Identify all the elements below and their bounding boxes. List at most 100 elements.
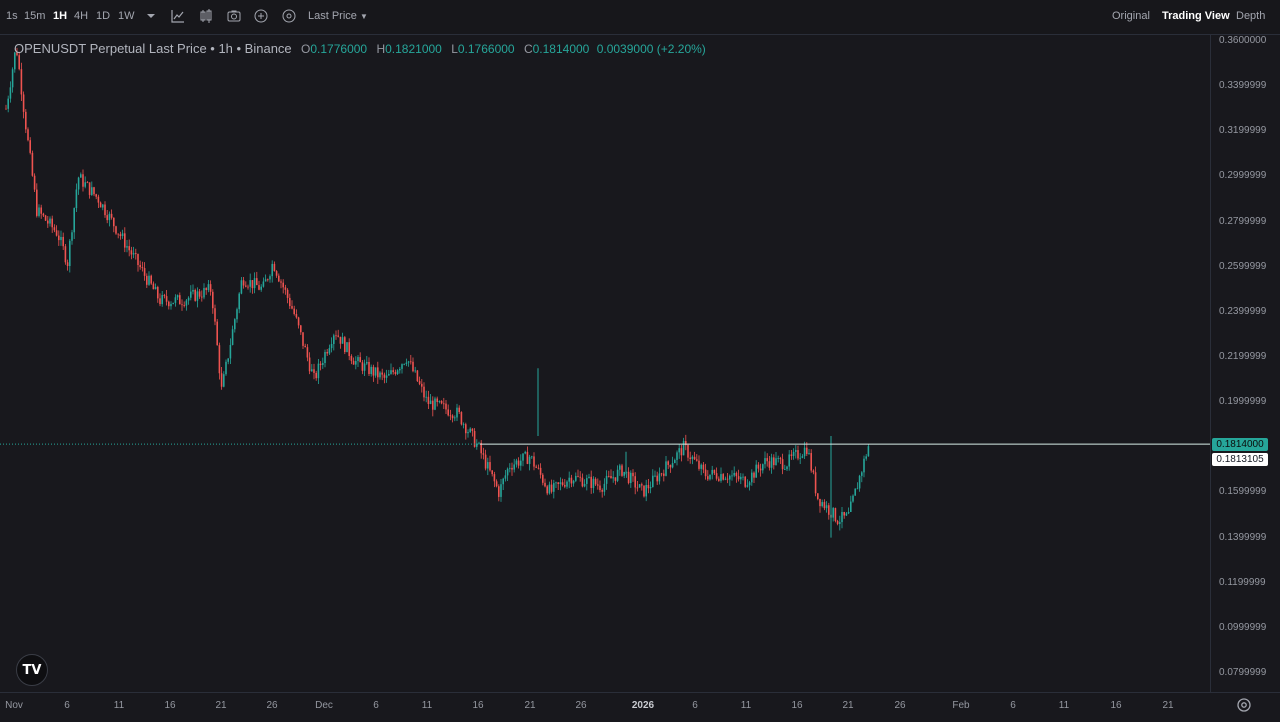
time-tick: Nov [5, 700, 23, 711]
candle-body [7, 98, 9, 109]
candle-body [867, 446, 870, 457]
candle-body [729, 475, 731, 480]
candle-body [207, 284, 210, 291]
settings-circle-icon[interactable] [281, 8, 297, 24]
candle-body [863, 458, 865, 473]
candle-body [493, 474, 496, 482]
candle-body [850, 501, 852, 512]
candle-body [381, 372, 383, 375]
candle-body [423, 386, 425, 398]
view-depth-tab[interactable]: Depth [1236, 10, 1266, 22]
candle-body [852, 495, 854, 502]
candle-body [799, 457, 801, 459]
plus-circle-icon[interactable] [253, 8, 269, 24]
candle-body [744, 476, 746, 487]
interval-15m[interactable]: 15m [24, 10, 46, 22]
interval-1d[interactable]: 1D [96, 10, 111, 22]
candle-body [865, 456, 867, 459]
candle-body [99, 202, 102, 208]
view-tradingview-tab[interactable]: Trading View [1162, 10, 1230, 22]
candle-body [267, 279, 269, 281]
interval-1w[interactable]: 1W [118, 10, 135, 22]
time-axis[interactable]: Nov 6 11 16 21 26 Dec 6 11 16 21 26 2026 6 11 16 21 26 Feb… [0, 692, 1280, 722]
candle-body [592, 478, 595, 488]
candle-body [36, 189, 38, 216]
candle-body [506, 468, 509, 476]
candle-body [603, 483, 606, 492]
time-tick: 16 [791, 700, 803, 711]
candle-body [71, 232, 73, 241]
candle-body [135, 253, 137, 254]
candle-body [392, 370, 394, 373]
price-type-chevron-icon: ▼ [359, 12, 368, 21]
chevron-down-icon[interactable] [143, 8, 159, 24]
candle-body [781, 459, 784, 470]
candle-body [647, 484, 650, 489]
candle-body [333, 335, 335, 344]
candle-body [115, 226, 117, 234]
view-original-tab[interactable]: Original [1112, 10, 1150, 22]
candle-body [542, 474, 544, 483]
candle-body [75, 189, 78, 209]
candle-body [141, 267, 144, 269]
chart-settings-icon[interactable] [1236, 697, 1252, 713]
price-tick: 0.0999999 [1219, 621, 1267, 633]
candle-body [157, 287, 159, 299]
candle-body [280, 281, 282, 283]
interval-1h[interactable]: 1H [53, 10, 68, 22]
candle-body [678, 448, 680, 453]
candle-body [245, 285, 247, 287]
candle-body [770, 457, 773, 468]
candle-body [627, 471, 630, 484]
candle-body [368, 361, 370, 375]
chart-canvas[interactable] [0, 35, 1210, 692]
candle-body [498, 486, 500, 497]
candle-body [700, 464, 702, 469]
candle-body [337, 335, 339, 337]
interval-4h[interactable]: 4H [74, 10, 89, 22]
time-tick: 26 [575, 700, 587, 711]
candle-body [786, 466, 788, 470]
candle-body [689, 457, 691, 459]
candle-body [788, 454, 790, 467]
candle-body [693, 456, 696, 460]
candle-body [676, 452, 678, 460]
mark-price-label: 0.1813105 [1212, 453, 1268, 466]
candle-body [165, 296, 168, 302]
indicators-icon[interactable] [170, 8, 186, 24]
chart-style-icon[interactable] [198, 8, 214, 24]
symbol-title: OPENUSDT Perpetual Last Price • 1h • Bin… [14, 41, 292, 56]
tradingview-logo[interactable]: TV [16, 654, 48, 686]
candle-body [225, 361, 227, 375]
candle-body [132, 253, 135, 255]
candle-body [806, 447, 808, 454]
candle-body [185, 300, 188, 306]
candle-body [291, 306, 293, 309]
candle-body [11, 69, 14, 88]
time-tick: 11 [1058, 700, 1070, 711]
candle-body [456, 407, 458, 418]
candle-body [304, 345, 306, 348]
candle-body [557, 482, 559, 485]
price-type-select[interactable]: Last Price ▼ [308, 10, 368, 22]
time-tick: 16 [164, 700, 176, 711]
price-tick: 0.1999999 [1219, 396, 1267, 408]
candle-body [319, 363, 322, 366]
candle-body [159, 298, 161, 305]
candle-body [735, 472, 738, 477]
candle-body [797, 450, 799, 459]
candle-body [715, 473, 718, 479]
candle-body [726, 478, 729, 480]
camera-icon[interactable] [226, 8, 242, 24]
candle-body [119, 234, 122, 237]
price-axis[interactable]: 0.3600000 0.3399999 0.3199999 0.2999999 0.27… [1210, 35, 1280, 692]
high-label: H [376, 42, 386, 56]
candle-body [687, 445, 689, 458]
candle-body [465, 424, 467, 434]
interval-1s[interactable]: 1s [6, 10, 18, 22]
last-price-label: 0.1814000 [1212, 438, 1268, 451]
candle-body [335, 335, 337, 337]
candle-body [473, 430, 476, 447]
close-label: C [523, 42, 533, 56]
candle-body [130, 250, 133, 255]
